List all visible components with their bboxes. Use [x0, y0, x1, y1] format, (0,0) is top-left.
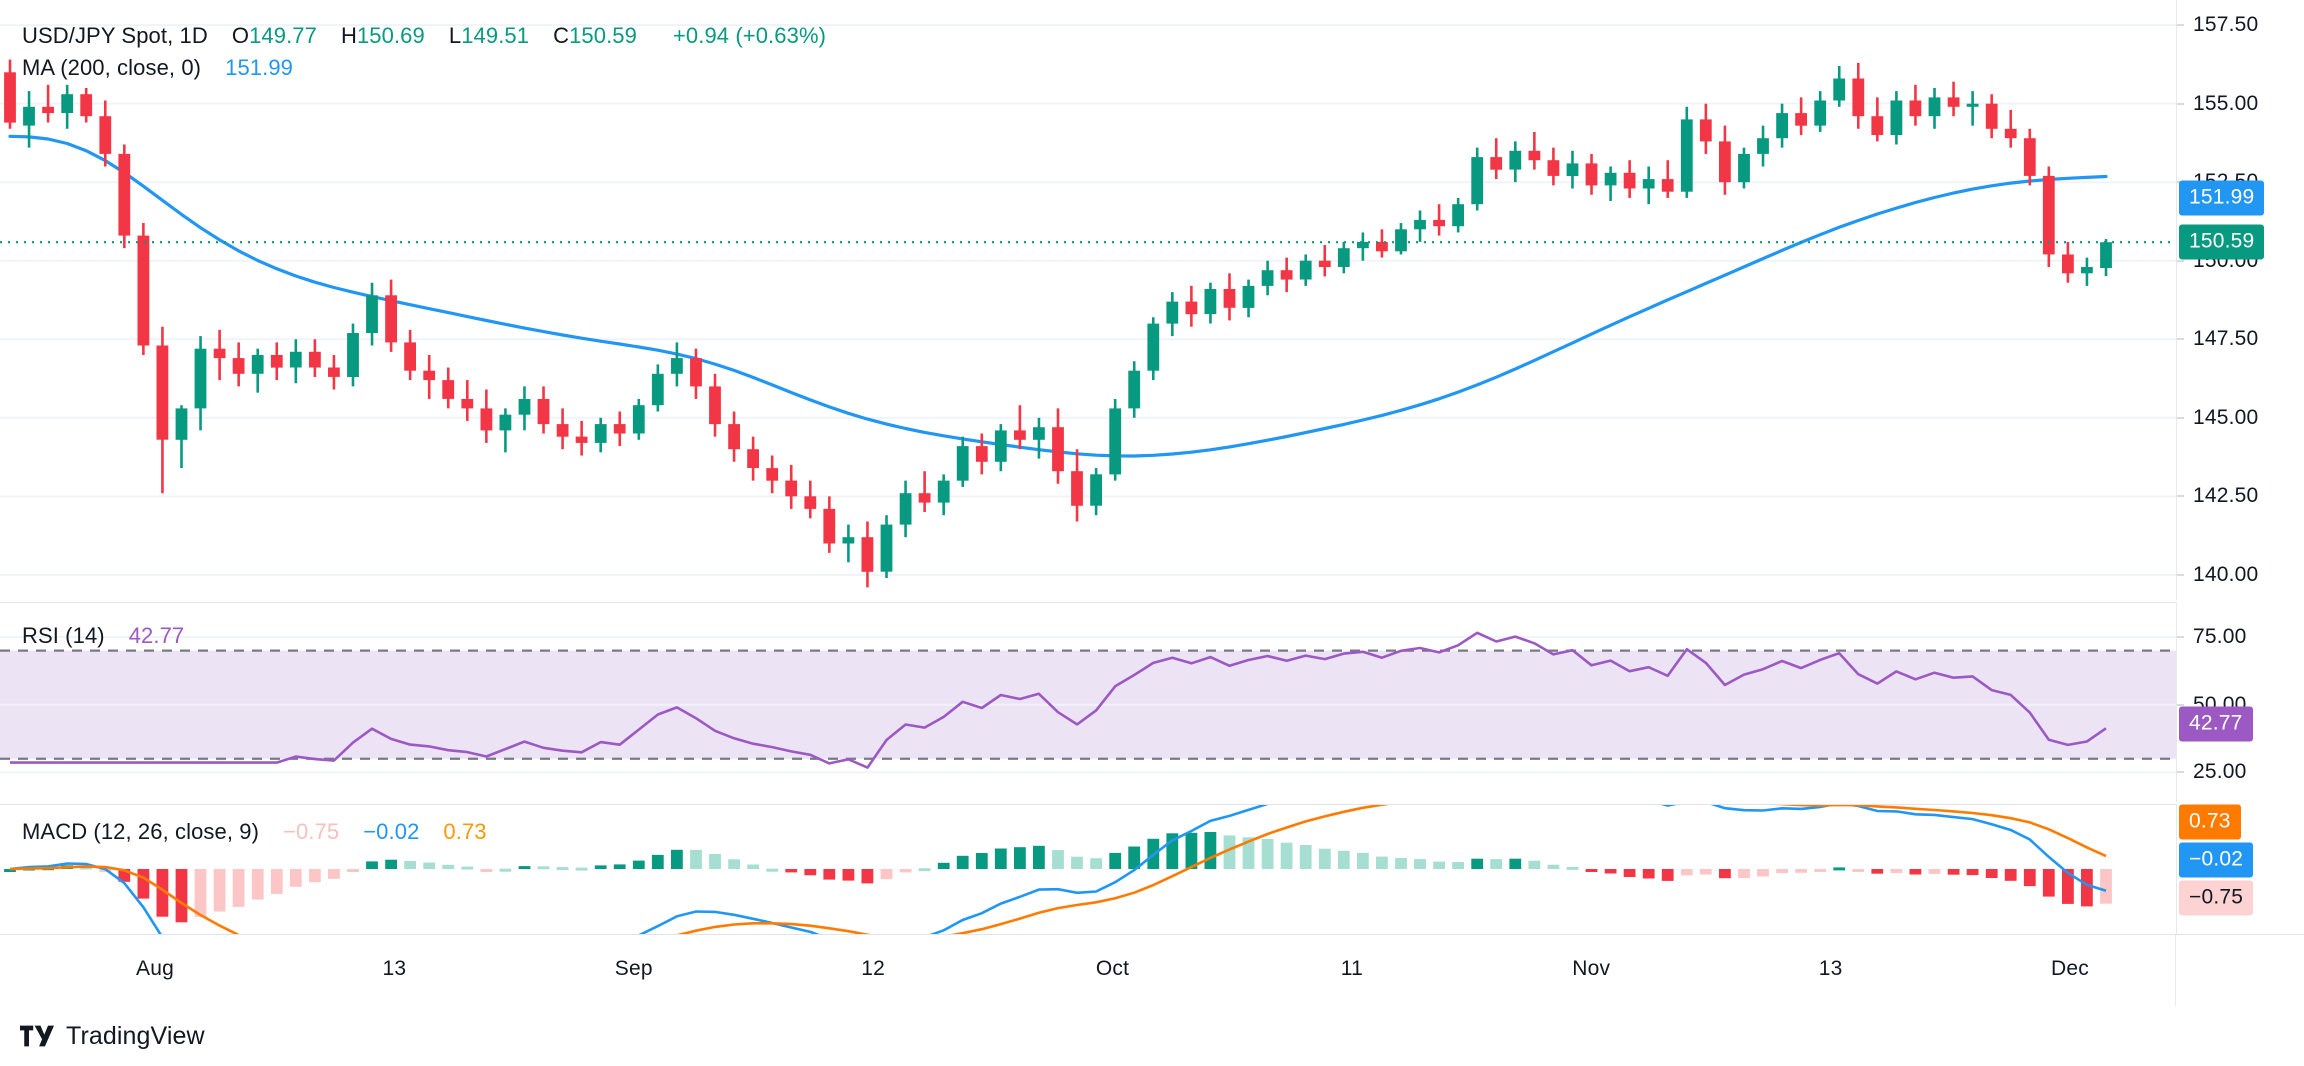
time-tick-label: Aug: [136, 957, 174, 980]
macd-plot-area[interactable]: [0, 804, 2176, 934]
price-tick-dash: [2177, 24, 2184, 26]
close-label: C: [553, 23, 570, 48]
macd-line-value: −0.02: [363, 819, 420, 844]
rsi-pane[interactable]: RSI (14) 42.77 75.00 50.00 25.00 42.77: [0, 602, 2304, 802]
rsi-tick-dash: [2177, 704, 2184, 706]
rsi-tick-label: 25.00: [2193, 760, 2247, 784]
time-tick-label: Oct: [1095, 957, 1130, 980]
price-tick-dash: [2177, 338, 2184, 340]
macd-pane[interactable]: MACD (12, 26, close, 9) −0.75 −0.02 0.73…: [0, 804, 2304, 934]
price-tick-label: 157.50: [2193, 13, 2259, 37]
time-axis[interactable]: Aug 13 Sep 12 Oct 11 Nov 13 Dec: [0, 934, 2304, 1006]
rsi-tick-dash: [2177, 771, 2184, 773]
ma-value: 151.99: [225, 55, 293, 80]
price-series: [0, 24, 2176, 588]
rsi-value-badge[interactable]: 42.77: [2179, 706, 2253, 742]
price-tick-label: 142.50: [2193, 484, 2259, 508]
rsi-legend-row[interactable]: RSI (14) 42.77: [22, 622, 184, 650]
time-tick-label: 12: [861, 957, 886, 980]
tradingview-brand-text: TradingView: [66, 1021, 205, 1050]
open-label: O: [231, 23, 250, 48]
price-plot-area[interactable]: [0, 0, 2176, 600]
rsi-series: [0, 631, 2176, 774]
high-value: 150.69: [356, 23, 425, 48]
low-value: 149.51: [461, 23, 530, 48]
time-tick-label: Nov: [1572, 957, 1611, 980]
price-tick-dash: [2177, 495, 2184, 497]
high-label: H: [340, 23, 357, 48]
price-tick-label: 145.00: [2193, 405, 2259, 429]
time-tick-label: 13: [1818, 957, 1843, 980]
price-tick-dash: [2177, 260, 2184, 262]
price-scale[interactable]: 157.50155.00152.50150.00147.50145.00142.…: [2176, 0, 2304, 600]
price-tick-label: 155.00: [2193, 91, 2259, 115]
low-label: L: [448, 23, 462, 48]
ma-price-badge[interactable]: 151.99: [2179, 180, 2265, 216]
symbol-title[interactable]: USD/JPY Spot, 1D: [22, 23, 208, 48]
price-tick-dash: [2177, 103, 2184, 105]
close-value: 150.59: [569, 23, 637, 48]
price-pane[interactable]: USD/JPY Spot, 1D O 149.77 H 150.69 L 149.51…: [0, 0, 2304, 600]
rsi-legend: RSI (14) 42.77: [22, 622, 184, 650]
macd-label[interactable]: MACD (12, 26, close, 9): [22, 819, 260, 844]
macd-signal-value: 0.73: [443, 819, 487, 844]
ma-legend-row[interactable]: MA (200, close, 0) 151.99: [22, 54, 826, 82]
macd-hist-badge[interactable]: −0.75: [2179, 880, 2254, 916]
time-axis-divider: [2175, 935, 2176, 1006]
macd-legend-row[interactable]: MACD (12, 26, close, 9) −0.75 −0.02 0.73: [22, 818, 487, 846]
tradingview-logo-icon[interactable]: [20, 1025, 54, 1047]
change-value: +0.94 (+0.63%): [672, 23, 827, 48]
footer: TradingView: [0, 1006, 2304, 1066]
time-tick-label: Sep: [614, 957, 653, 980]
rsi-tick-label: 75.00: [2193, 625, 2247, 649]
price-tick-dash: [2177, 417, 2184, 419]
macd-hist-value: −0.75: [283, 819, 340, 844]
rsi-tick-dash: [2177, 636, 2184, 638]
price-tick-label: 147.50: [2193, 327, 2259, 351]
ma-label[interactable]: MA (200, close, 0): [22, 55, 202, 80]
time-tick-label: 11: [1340, 957, 1363, 980]
macd-legend: MACD (12, 26, close, 9) −0.75 −0.02 0.73: [22, 818, 487, 846]
rsi-scale[interactable]: 75.00 50.00 25.00 42.77: [2176, 602, 2304, 802]
price-tick-label: 140.00: [2193, 562, 2259, 586]
macd-signal-badge[interactable]: 0.73: [2179, 804, 2241, 840]
rsi-value: 42.77: [128, 623, 185, 648]
time-tick-label: Dec: [2051, 957, 2089, 980]
rsi-plot-area[interactable]: [0, 602, 2176, 802]
price-legend: USD/JPY Spot, 1D O 149.77 H 150.69 L 149.51…: [22, 22, 826, 82]
open-value: 149.77: [249, 23, 317, 48]
symbol-ohlc-row[interactable]: USD/JPY Spot, 1D O 149.77 H 150.69 L 149.51…: [22, 22, 826, 50]
price-tick-dash: [2177, 574, 2184, 576]
macd-series: [4, 804, 2112, 934]
rsi-label[interactable]: RSI (14): [22, 623, 105, 648]
pane-separator[interactable]: [0, 602, 2176, 603]
pane-separator[interactable]: [0, 804, 2176, 805]
macd-scale[interactable]: 0.73 −0.02 −0.75: [2176, 804, 2304, 934]
macd-line-badge[interactable]: −0.02: [2179, 842, 2254, 878]
time-tick-label: 13: [382, 957, 407, 980]
last-price-badge[interactable]: 150.59: [2179, 224, 2265, 260]
